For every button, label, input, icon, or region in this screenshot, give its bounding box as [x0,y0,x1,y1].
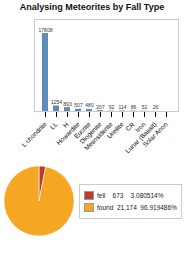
svg-text:Mesosiderite: Mesosiderite [82,120,114,152]
svg-text:1254: 1254 [51,99,62,105]
svg-text:Solar Anon: Solar Anon [141,120,169,148]
svg-text:H: H [61,120,70,129]
svg-text:L chondrite: L chondrite [20,120,48,148]
svg-text:17808: 17808 [39,27,53,33]
svg-text:507: 507 [74,102,83,108]
svg-text:92: 92 [109,104,115,110]
svg-text:52: 52 [142,104,148,110]
svg-text:207: 207 [96,104,105,110]
svg-text:114: 114 [119,104,127,110]
svg-text:26: 26 [153,104,159,110]
svg-text:Lunar (Basalt): Lunar (Basalt) [123,120,158,155]
svg-text:86: 86 [131,104,137,110]
svg-text:Eucrite: Eucrite [72,120,92,140]
svg-text:Ureilite: Ureilite [105,120,125,140]
svg-text:Howardite: Howardite [55,120,81,147]
svg-text:Iron: Iron [133,120,147,134]
svg-text:CR: CR [124,120,136,132]
svg-text:893: 893 [63,101,72,107]
svg-text:Diogenite: Diogenite [78,120,103,145]
html-text:Analysing Meteorites by Fall T: Analysing Meteorites by Fall Type [19,2,165,12]
svg-text:LL: LL [49,120,59,130]
svg-text:480: 480 [85,102,94,108]
html-text:fell 673 3.080514%: fell 673 3.080514% [97,191,164,199]
html-text:found 21,174 96.919486%: found 21,174 96.919486% [97,203,177,211]
